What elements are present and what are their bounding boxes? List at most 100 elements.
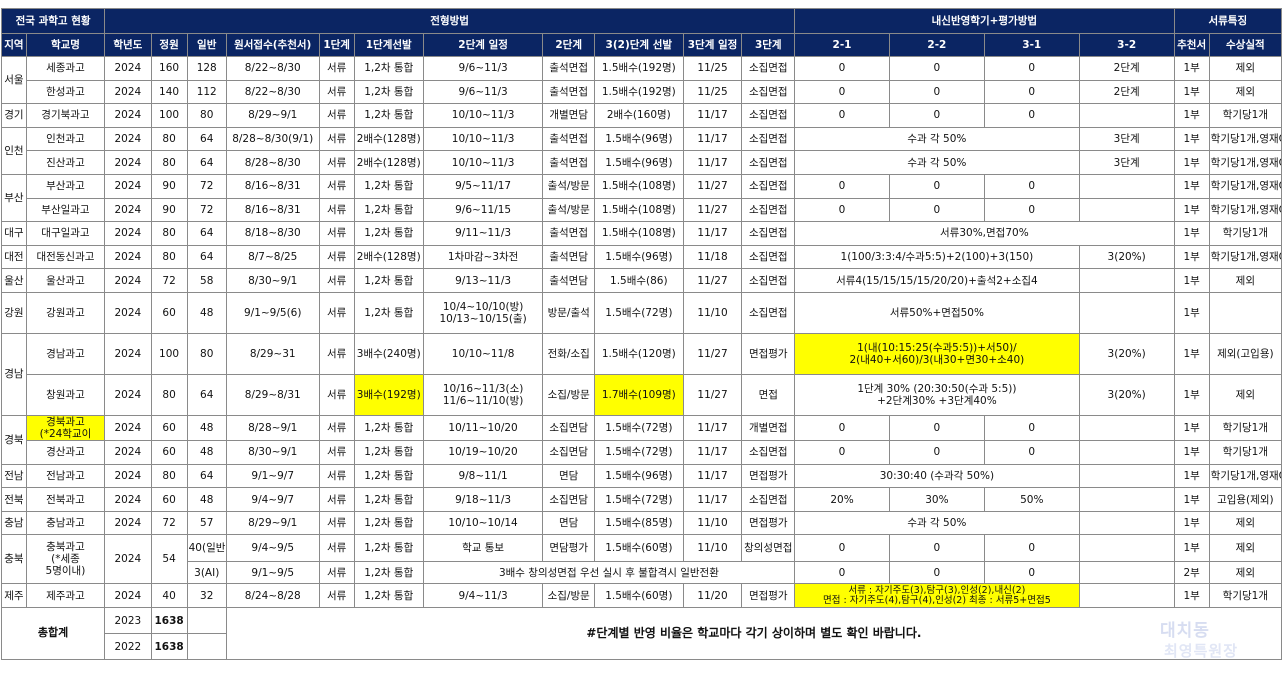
- cell-s3: 소집면접: [741, 103, 796, 128]
- cell-apply: 8/30~9/1: [225, 440, 320, 465]
- cell-s1sel: 1,2차 통합: [353, 56, 424, 81]
- cell-g32: [1078, 268, 1175, 293]
- cell-school: 경남과고: [25, 332, 106, 375]
- cell-g31: 0: [983, 534, 1080, 563]
- column-header: 2단계: [542, 33, 595, 57]
- header-row-1: 전국 과학고 현황 전형방법 내신반영학기+평가방법 서류특징: [0, 8, 1283, 34]
- cell-general: 58: [186, 268, 227, 293]
- cell-s2: 소집/방문: [542, 583, 595, 609]
- cell-s2date: 10/10~10/14: [422, 510, 544, 536]
- cell-year: 2024: [104, 150, 152, 175]
- cell-school: 전남과고: [25, 463, 106, 489]
- totals-year: 2022: [104, 633, 152, 661]
- column-header: 지역: [1, 33, 27, 57]
- cell-s3date: 11/10: [682, 291, 743, 334]
- totals-note: #단계별 반영 비율은 학교마다 각기 상이하며 별도 확인 바랍니다.: [225, 607, 1283, 661]
- region-cell: 제주: [1, 583, 27, 609]
- cell-gmerge: 서류4(15/15/15/15/20/20)+출석2+소집4: [794, 268, 1080, 293]
- cell-s2date: 9/11~11/3: [422, 221, 544, 246]
- cell-year: 2024: [104, 268, 152, 293]
- cell-s3date: 11/20: [682, 583, 743, 609]
- cell-s2date: 9/6~11/3: [422, 79, 544, 105]
- cell-school: 인천과고: [25, 126, 106, 152]
- cell-s2: 출석/방문: [542, 197, 595, 223]
- column-header: 학교명: [25, 33, 106, 57]
- cell-g31: 0: [983, 414, 1080, 442]
- cell-rec: 1부: [1173, 510, 1210, 536]
- cell-school: 진산과고: [25, 150, 106, 175]
- cell-apply: 8/29~31: [225, 332, 320, 375]
- cell-g32: [1078, 291, 1175, 334]
- cell-g32: [1078, 510, 1175, 536]
- cell-apply: 9/1~9/7: [225, 463, 320, 489]
- cell-s3sel: 1.5배수(192명): [593, 79, 684, 105]
- cell-rec: 1부: [1173, 332, 1210, 375]
- table-row: 부산 부산과고 2024 90 72 8/16~8/31 서류 1,2차 통합 9/5~11/1…: [1, 173, 1283, 223]
- cell-award: 제외: [1208, 79, 1283, 105]
- cell-rec: 1부: [1173, 103, 1210, 128]
- cell-g21: 0: [794, 414, 890, 442]
- cell-s1sel: 1,2차 통합: [353, 510, 424, 536]
- cell-award: 학기당1개,영재O: [1208, 244, 1283, 270]
- cell-g32: [1078, 197, 1175, 223]
- cell-s1sel: 1,2차 통합: [353, 268, 424, 293]
- cell-general: 57: [186, 510, 227, 536]
- cell-g22: 0: [888, 173, 985, 199]
- table-row: 경기 경기북과고 2024 100 80 8/29~9/1 서류 1,2차 통합 10/10~1…: [1, 103, 1283, 128]
- cell-quota: 80: [150, 373, 188, 416]
- cell-school: 강원과고: [25, 291, 106, 334]
- table-row: 대전 대전동신과고 2024 80 64 8/7~8/25 서류 2배수(128명) 1차마감~…: [1, 244, 1283, 270]
- cell-year: 2024: [104, 103, 152, 128]
- cell-rec: 1부: [1173, 463, 1210, 489]
- cell-s2: 출석면접: [542, 79, 595, 105]
- totals-blank: [186, 607, 227, 635]
- region-cell: 경북: [1, 414, 27, 465]
- cell-rec: 1부: [1173, 56, 1210, 81]
- cell-g32: 3단계: [1078, 126, 1175, 152]
- region-cell: 울산: [1, 268, 27, 293]
- region-cell: 경기: [1, 103, 27, 128]
- cell-s2: 출석면담: [542, 268, 595, 293]
- cell-apply: 9/1~9/5(6): [225, 291, 320, 334]
- cell-apply: 9/4~9/7: [225, 487, 320, 512]
- cell-school: 대전동신과고: [25, 244, 106, 270]
- cell-s3: 소집면접: [741, 487, 796, 512]
- cell-g22: 0: [888, 534, 985, 563]
- cell-s2: 출석면접: [542, 56, 595, 81]
- cell-s3: 소집면접: [741, 126, 796, 152]
- cell-apply: 8/28~8/30: [225, 150, 320, 175]
- cell-apply: 9/4~9/5: [225, 534, 320, 563]
- cell-g22: 0: [888, 56, 985, 81]
- cell-rec: 1부: [1173, 373, 1210, 416]
- column-header: 1단계선발: [353, 33, 424, 57]
- cell-g22: 0: [888, 414, 985, 442]
- cell-quota: 60: [150, 440, 188, 465]
- region-cell: 충북: [1, 534, 27, 585]
- cell-s3: 면접: [741, 373, 796, 416]
- cell-rec: 1부: [1173, 268, 1210, 293]
- column-header: 3-2: [1078, 33, 1175, 57]
- cell-rec: 1부: [1173, 150, 1210, 175]
- cell-g21: 0: [794, 173, 890, 199]
- cell-g21: 20%: [794, 487, 890, 512]
- cell-s1: 서류: [318, 332, 355, 375]
- cell-quota: 90: [150, 197, 188, 223]
- cell-quota: 80: [150, 126, 188, 152]
- group-gpa-header: 내신반영학기+평가방법: [794, 8, 1175, 34]
- cell-gmerge: 1(내(10:15:25(수과5:5))+서50)/ 2(내40+서60)/3(…: [794, 332, 1080, 375]
- region-cell: 부산: [1, 173, 27, 223]
- region-cell: 전북: [1, 487, 27, 512]
- column-header: 정원: [150, 33, 188, 57]
- cell-year: 2024: [104, 173, 152, 199]
- cell-g31: 0: [983, 56, 1080, 81]
- cell-s3: 면접평가: [741, 510, 796, 536]
- cell-s1: 서류: [318, 414, 355, 442]
- cell-s2date: 9/6~11/15: [422, 197, 544, 223]
- cell-s1sel: 1,2차 통합: [353, 291, 424, 334]
- cell-s2date: 9/8~11/1: [422, 463, 544, 489]
- cell-s2date: 10/16~11/3(소) 11/6~11/10(방): [422, 373, 544, 416]
- cell-apply: 8/22~8/30: [225, 79, 320, 105]
- cell-s3date: 11/17: [682, 463, 743, 489]
- cell-s3date: 11/27: [682, 268, 743, 293]
- cell-award: 학기당1개,영재O: [1208, 150, 1283, 175]
